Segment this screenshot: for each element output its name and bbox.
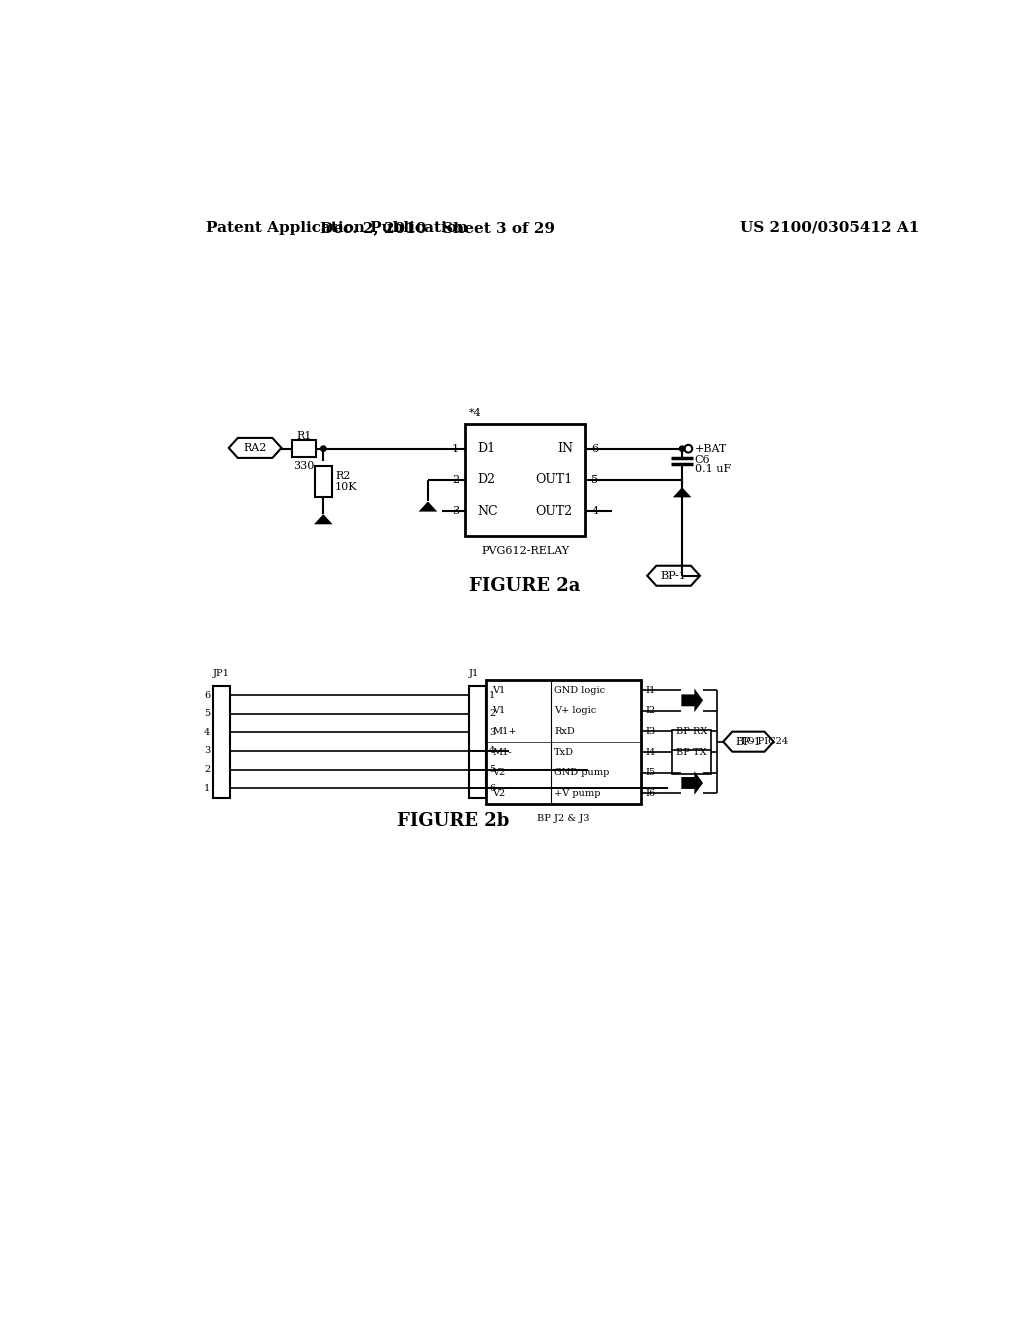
Text: 3: 3 — [489, 727, 496, 737]
Text: BP RX: BP RX — [676, 727, 708, 735]
Text: BP-1: BP-1 — [735, 737, 761, 747]
Text: FIGURE 2b: FIGURE 2b — [397, 812, 510, 829]
Text: BP-1: BP-1 — [660, 570, 686, 581]
Text: I5: I5 — [646, 768, 655, 777]
Text: *4: *4 — [469, 408, 481, 418]
Polygon shape — [314, 515, 333, 524]
Text: 2: 2 — [452, 475, 459, 484]
Text: V1: V1 — [493, 685, 506, 694]
Bar — [672, 751, 711, 775]
Text: 0.1 uF: 0.1 uF — [694, 463, 731, 474]
Text: OUT2: OUT2 — [536, 504, 572, 517]
Text: 1: 1 — [452, 444, 459, 454]
Text: 2: 2 — [489, 709, 496, 718]
Text: Patent Application Publication: Patent Application Publication — [206, 220, 468, 235]
Text: RxD: RxD — [554, 727, 575, 735]
Text: TxD: TxD — [554, 747, 574, 756]
Polygon shape — [681, 771, 703, 795]
Text: 3: 3 — [204, 747, 210, 755]
Text: 330: 330 — [293, 461, 314, 471]
Polygon shape — [419, 502, 437, 512]
Text: I6: I6 — [646, 789, 655, 797]
Text: US 2100/0305412 A1: US 2100/0305412 A1 — [740, 220, 920, 235]
Text: +V pump: +V pump — [554, 789, 601, 797]
Text: M1+: M1+ — [493, 727, 517, 735]
Polygon shape — [673, 487, 691, 498]
Bar — [292, 441, 315, 457]
Circle shape — [321, 446, 326, 451]
Text: 6: 6 — [592, 444, 599, 454]
Text: V2: V2 — [493, 789, 506, 797]
Text: 5: 5 — [592, 475, 599, 484]
Text: D1: D1 — [477, 442, 496, 455]
Text: GND pump: GND pump — [554, 768, 609, 777]
Circle shape — [679, 446, 685, 451]
Text: D2: D2 — [477, 474, 496, 486]
Bar — [486, 680, 641, 804]
Text: 5: 5 — [204, 709, 210, 718]
Bar — [213, 686, 230, 797]
Text: 1: 1 — [204, 784, 210, 793]
Text: 2: 2 — [204, 766, 210, 774]
Text: TO PIC24: TO PIC24 — [740, 737, 788, 746]
Text: 6: 6 — [204, 690, 210, 700]
Text: PVG612-RELAY: PVG612-RELAY — [481, 546, 569, 557]
Text: BP TX: BP TX — [676, 747, 707, 756]
Text: NC: NC — [477, 504, 498, 517]
Text: IN: IN — [557, 442, 572, 455]
Text: V+ logic: V+ logic — [554, 706, 597, 715]
Text: 1: 1 — [489, 690, 496, 700]
Text: I1: I1 — [646, 685, 656, 694]
Text: I4: I4 — [646, 747, 656, 756]
Bar — [469, 686, 486, 797]
Text: 4: 4 — [204, 727, 210, 737]
Text: FIGURE 2a: FIGURE 2a — [469, 577, 581, 595]
Text: JP1: JP1 — [213, 669, 230, 678]
Text: 5: 5 — [489, 766, 496, 774]
Text: I3: I3 — [646, 727, 656, 735]
Text: +BAT: +BAT — [694, 444, 727, 454]
Text: V1: V1 — [493, 706, 506, 715]
Text: V2: V2 — [493, 768, 506, 777]
Text: R2: R2 — [335, 471, 350, 482]
Text: RA2: RA2 — [244, 444, 267, 453]
Text: 4: 4 — [489, 747, 496, 755]
Polygon shape — [681, 689, 703, 713]
Text: BP J2 & J3: BP J2 & J3 — [538, 814, 590, 824]
Text: J1: J1 — [469, 669, 479, 678]
Bar — [465, 424, 586, 536]
Text: OUT1: OUT1 — [536, 474, 572, 486]
Text: C6: C6 — [694, 455, 711, 465]
Text: 6: 6 — [489, 784, 496, 793]
Text: Dec. 2, 2010   Sheet 3 of 29: Dec. 2, 2010 Sheet 3 of 29 — [321, 220, 555, 235]
Text: 4: 4 — [592, 506, 599, 516]
Text: 10K: 10K — [335, 482, 357, 492]
Text: I2: I2 — [646, 706, 656, 715]
Text: R1: R1 — [296, 432, 311, 441]
Bar — [314, 466, 332, 498]
Text: 3: 3 — [452, 506, 459, 516]
Text: M1-: M1- — [493, 747, 512, 756]
Bar — [672, 730, 711, 754]
Text: GND logic: GND logic — [554, 685, 605, 694]
